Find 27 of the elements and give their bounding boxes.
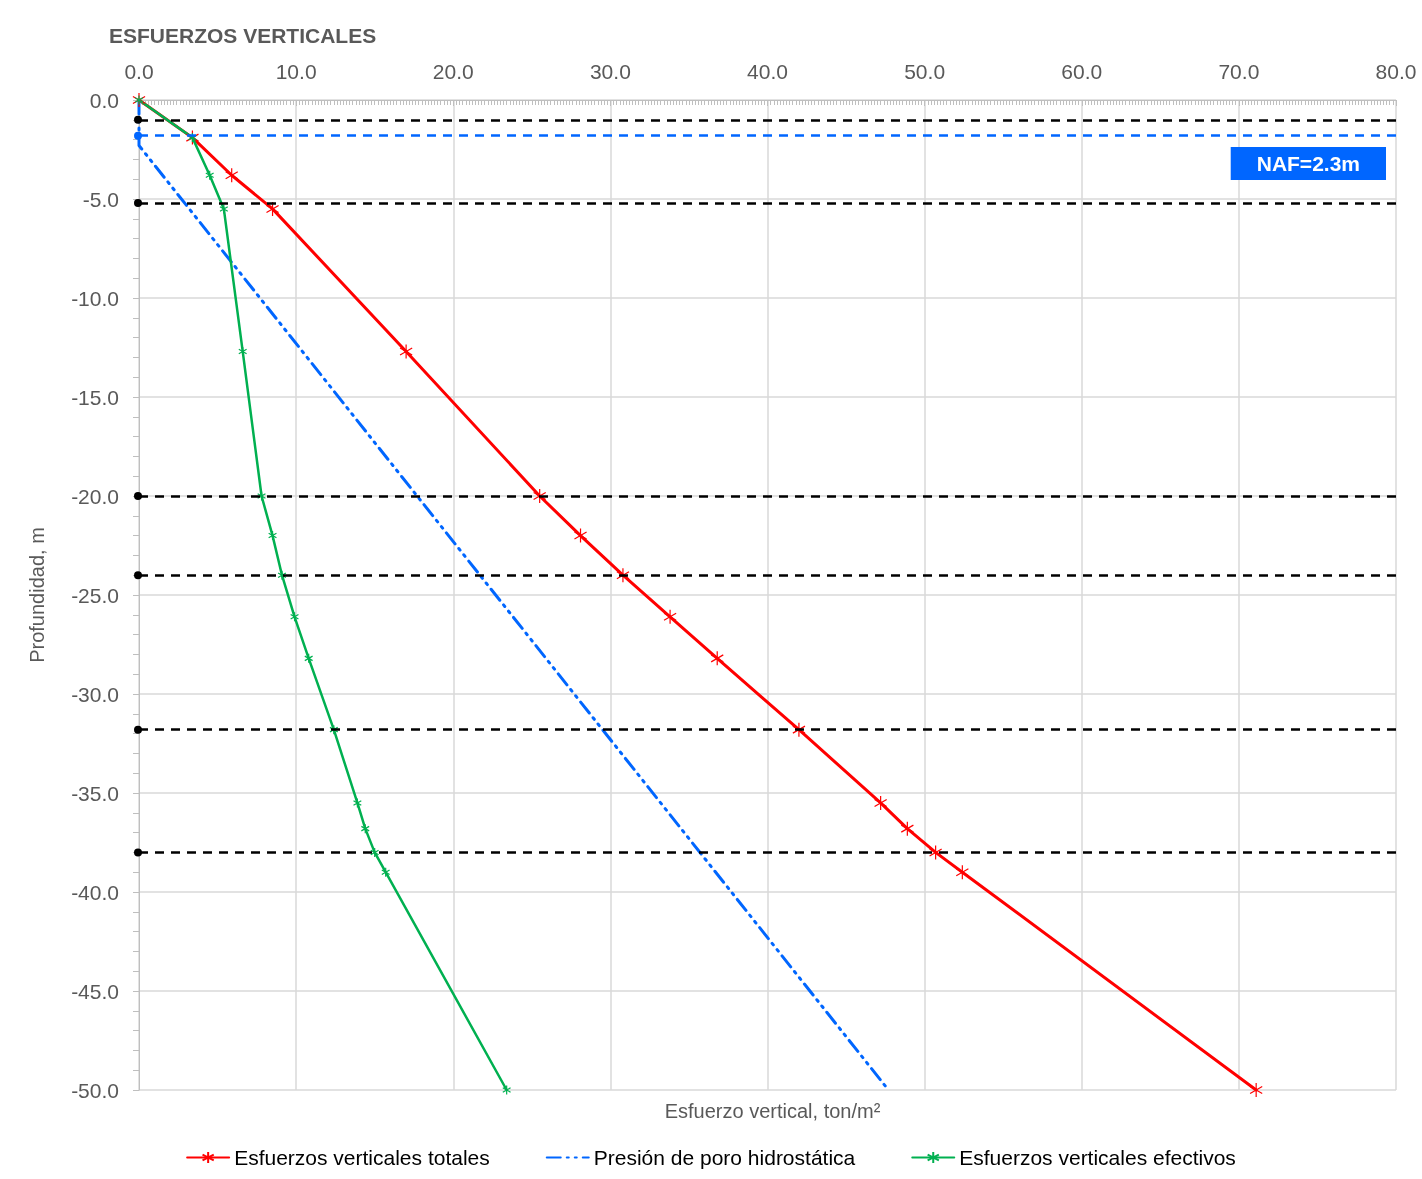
x-tick-label: 30.0 [589, 60, 631, 83]
y-tick-label: -50.0 [71, 1078, 119, 1102]
x-tick-label: 60.0 [1061, 60, 1103, 83]
y-tick-label: -10.0 [71, 286, 119, 310]
x-tick-label: 80.0 [1375, 60, 1417, 83]
y-tick-label: -35.0 [71, 781, 119, 805]
y-tick-label: -5.0 [82, 187, 119, 211]
x-axis-title: Esfuerzo vertical, ton/m² [664, 1100, 881, 1122]
annotation: NAF=2.3m [1256, 152, 1361, 175]
legend-label: Presión de poro hidrostática [593, 1146, 856, 1169]
y-tick-label: -40.0 [71, 880, 119, 904]
x-tick-label: 20.0 [432, 60, 474, 83]
y-tick-label: -25.0 [71, 583, 119, 607]
y-tick-label: -30.0 [71, 682, 119, 706]
y-tick-label: -20.0 [71, 484, 119, 508]
x-tick-label: 50.0 [904, 60, 946, 83]
chart-title: ESFUERZOS VERTICALES [109, 24, 377, 47]
x-tick-label: 0.0 [124, 60, 154, 83]
legend-label: Esfuerzos verticales totales [234, 1146, 490, 1169]
y-tick-label: -15.0 [71, 385, 119, 409]
x-tick-label: 10.0 [275, 60, 317, 83]
legend-label: Esfuerzos verticales efectivos [959, 1146, 1236, 1169]
x-tick-label: 70.0 [1218, 60, 1260, 83]
y-axis-title: Profundidad, m [26, 527, 48, 663]
y-tick-label: -45.0 [71, 979, 119, 1003]
x-tick-label: 40.0 [747, 60, 788, 83]
y-tick-label: 0.0 [89, 88, 119, 112]
